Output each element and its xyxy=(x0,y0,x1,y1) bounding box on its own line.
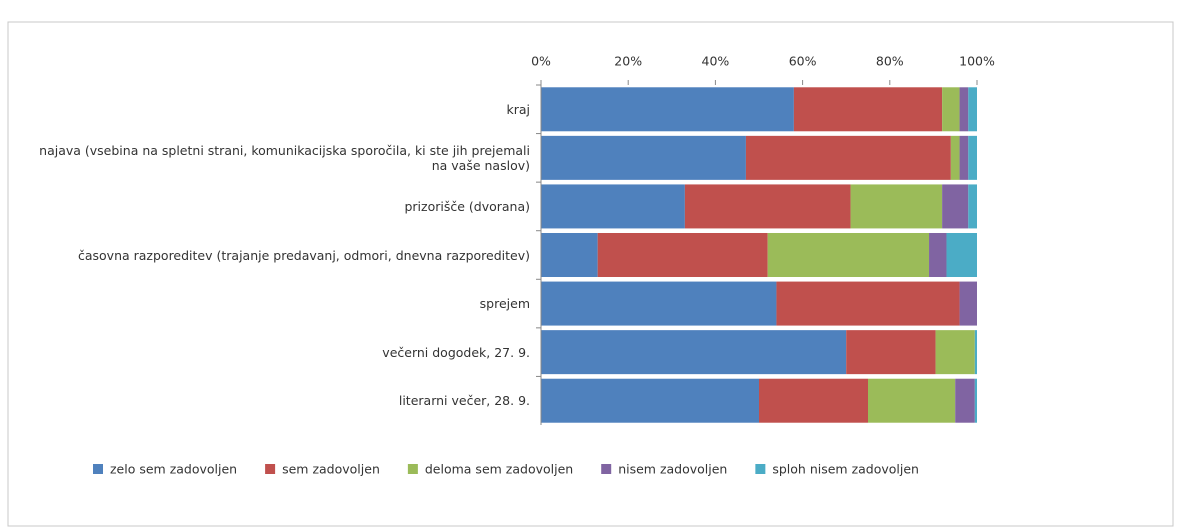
category-label-box: večerni dogodek, 27. 9. xyxy=(382,344,530,360)
category-label-box: sprejem xyxy=(479,296,530,312)
bar-segment xyxy=(541,281,777,326)
bar-segment xyxy=(541,184,685,229)
bar-segment xyxy=(846,330,936,375)
legend-label: nisem zadovoljen xyxy=(618,462,727,477)
bar-segment xyxy=(942,87,960,132)
y-tick-label: časovna razporeditev (trajanje predavanj… xyxy=(77,247,530,263)
legend-label: zelo sem zadovoljen xyxy=(110,462,237,477)
bar-segment xyxy=(850,184,943,229)
legend-swatch xyxy=(755,464,766,474)
bar-segment xyxy=(946,233,977,277)
x-tick-label: 80% xyxy=(876,54,904,69)
bar-segment xyxy=(793,87,943,132)
bar-segment xyxy=(968,184,977,229)
category-label-box: literarni večer, 28. 9. xyxy=(398,393,530,409)
bar-segment xyxy=(767,233,930,277)
category-label-box: časovna razporeditev (trajanje predavanj… xyxy=(77,247,530,263)
y-tick-label: najava (vsebina na spletni strani, komun… xyxy=(39,142,530,173)
legend-label: sem zadovoljen xyxy=(282,462,380,477)
bar-segment xyxy=(935,330,975,375)
bar-segment xyxy=(974,330,977,375)
y-tick-label: kraj xyxy=(506,101,530,117)
legend-swatch xyxy=(265,464,276,474)
x-tick-label: 100% xyxy=(959,54,995,69)
bar-segment xyxy=(868,378,956,423)
x-tick-label: 0% xyxy=(531,54,551,69)
bar-segment xyxy=(759,378,868,423)
bar-segment xyxy=(541,378,759,423)
bar-segment xyxy=(942,184,969,229)
bar-segment xyxy=(950,135,960,180)
x-tick-label: 20% xyxy=(614,54,642,69)
bar-segment xyxy=(541,330,847,375)
x-tick-label: 60% xyxy=(789,54,817,69)
y-tick-label: literarni večer, 28. 9. xyxy=(398,393,530,409)
bar-segment xyxy=(968,135,977,180)
y-tick-label: sprejem xyxy=(479,296,530,312)
bar-segment xyxy=(959,135,969,180)
x-tick-label: 40% xyxy=(702,54,730,69)
bar-segment xyxy=(929,233,947,277)
bar-segment xyxy=(541,87,794,132)
bar-segment xyxy=(959,87,969,132)
bar-segment xyxy=(684,184,851,229)
legend-swatch xyxy=(407,464,418,474)
bar-segment xyxy=(959,281,977,326)
bar-segment xyxy=(597,233,768,277)
legend-label: sploh nisem zadovoljen xyxy=(772,462,919,477)
bar-segment xyxy=(776,281,960,326)
category-label-box: najava (vsebina na spletni strani, komun… xyxy=(39,142,530,173)
category-label-box: kraj xyxy=(506,101,530,117)
bar-segment xyxy=(974,378,977,423)
category-label-box: prizorišče (dvorana) xyxy=(404,198,530,214)
bar-segment xyxy=(541,233,598,277)
y-tick-label: večerni dogodek, 27. 9. xyxy=(382,344,530,360)
bar-segment xyxy=(745,135,951,180)
bar-segment xyxy=(955,378,975,423)
bar-segment xyxy=(968,87,977,132)
legend-swatch xyxy=(601,464,612,474)
legend-swatch xyxy=(93,464,103,474)
bar-segment xyxy=(541,135,746,180)
y-tick-label: prizorišče (dvorana) xyxy=(404,198,530,214)
legend-label: deloma sem zadovoljen xyxy=(425,462,573,477)
